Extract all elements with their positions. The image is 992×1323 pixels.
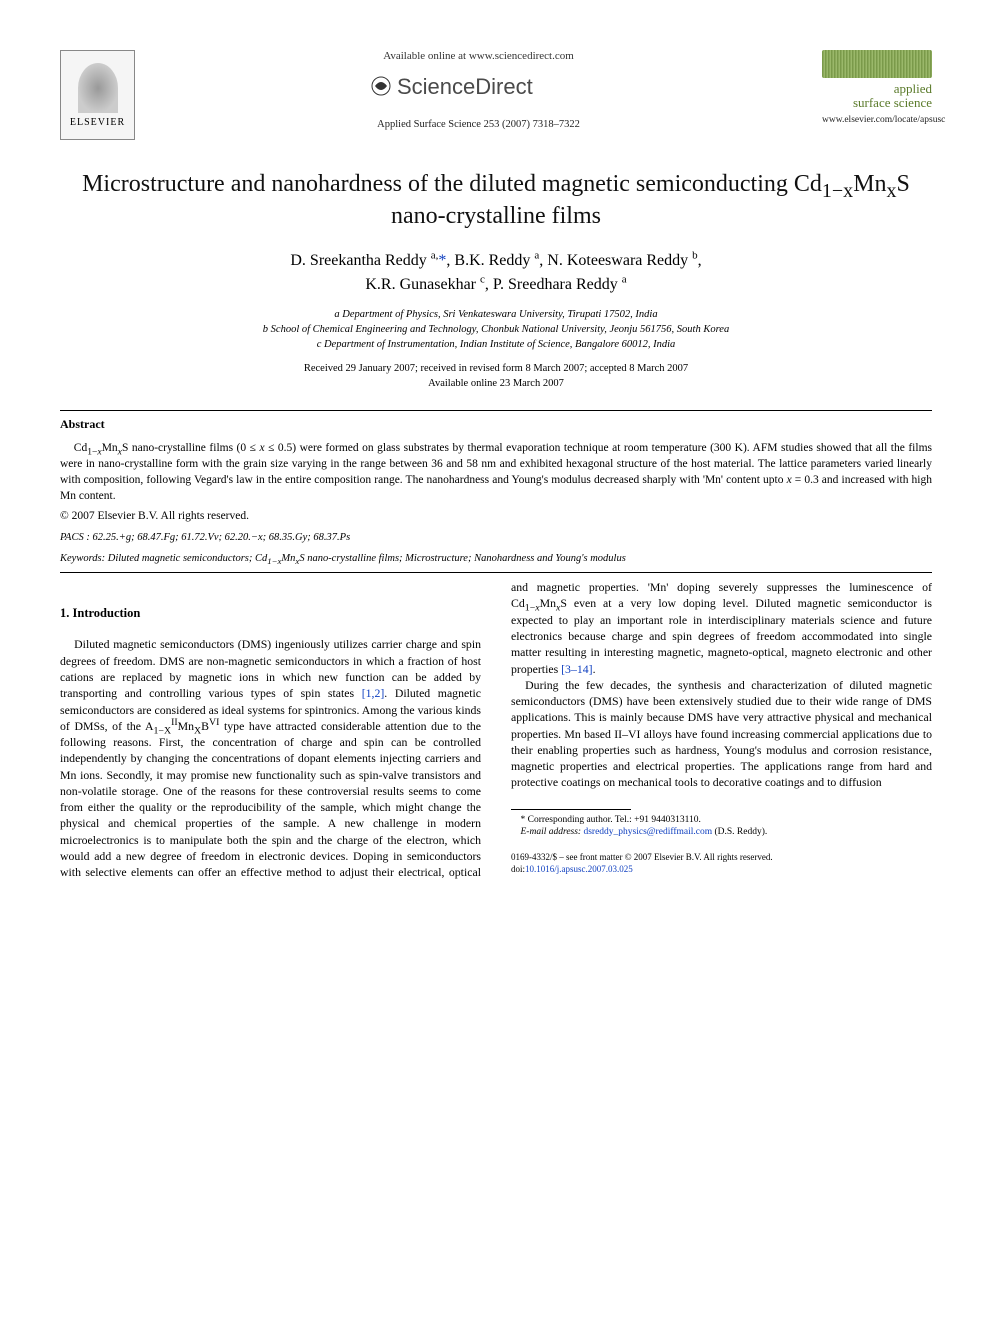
email-link[interactable]: dsreddy_physics@rediffmail.com bbox=[583, 827, 712, 837]
citation-line: Applied Surface Science 253 (2007) 7318–… bbox=[135, 119, 822, 130]
pacs-label: PACS : bbox=[60, 532, 90, 543]
journal-name-line2: surface science bbox=[822, 96, 932, 110]
doi-line: doi:10.1016/j.apsusc.2007.03.025 bbox=[511, 863, 932, 875]
email-label: E-mail address: bbox=[521, 827, 582, 837]
received-date: Received 29 January 2007; received in re… bbox=[60, 362, 932, 377]
doi-label: doi: bbox=[511, 864, 525, 874]
affiliation-c: c Department of Instrumentation, Indian … bbox=[60, 337, 932, 352]
journal-cover-gradient bbox=[822, 50, 932, 78]
available-online-text: Available online at www.sciencedirect.co… bbox=[135, 50, 822, 62]
elsevier-tree-icon bbox=[78, 63, 118, 113]
online-date: Available online 23 March 2007 bbox=[60, 377, 932, 392]
abstract-heading: Abstract bbox=[60, 417, 932, 432]
pacs-codes: 62.25.+g; 68.47.Fg; 61.72.Vv; 62.20.−x; … bbox=[92, 532, 350, 543]
journal-cover: applied surface science www.elsevier.com… bbox=[822, 50, 932, 130]
doi-link[interactable]: 10.1016/j.apsusc.2007.03.025 bbox=[525, 864, 633, 874]
title-mid1: Mn bbox=[853, 171, 886, 197]
email-line: E-mail address: dsreddy_physics@rediffma… bbox=[511, 826, 932, 839]
svg-text:ScienceDirect: ScienceDirect bbox=[397, 74, 533, 99]
intro-para-2: During the few decades, the synthesis an… bbox=[511, 677, 932, 791]
title-sub2: x bbox=[887, 180, 897, 202]
section-1-heading: 1. Introduction bbox=[60, 605, 481, 622]
abstract-copyright: © 2007 Elsevier B.V. All rights reserved… bbox=[60, 510, 932, 522]
abstract-section: Abstract Cd1−xMnxS nano-crystalline film… bbox=[60, 417, 932, 522]
divider-top bbox=[60, 410, 932, 411]
email-who: (D.S. Reddy). bbox=[714, 827, 767, 837]
journal-name-line1: applied bbox=[822, 82, 932, 96]
keywords-text: Diluted magnetic semiconductors; Cd1−xMn… bbox=[108, 553, 626, 564]
sciencedirect-logo: ScienceDirect bbox=[135, 68, 822, 109]
article-dates: Received 29 January 2007; received in re… bbox=[60, 362, 932, 391]
abstract-body: Cd1−xMnxS nano-crystalline films (0 ≤ x … bbox=[60, 440, 932, 504]
center-header: Available online at www.sciencedirect.co… bbox=[135, 50, 822, 130]
footnote-separator bbox=[511, 809, 631, 810]
elsevier-logo: ELSEVIER bbox=[60, 50, 135, 140]
front-matter-line1: 0169-4332/$ – see front matter © 2007 El… bbox=[511, 851, 932, 863]
title-sub1: 1−x bbox=[822, 180, 853, 202]
affiliation-a: a Department of Physics, Sri Venkateswar… bbox=[60, 307, 932, 322]
keywords-label: Keywords: bbox=[60, 553, 105, 564]
journal-url: www.elsevier.com/locate/apsusc bbox=[822, 115, 932, 125]
elsevier-label: ELSEVIER bbox=[70, 117, 125, 128]
introduction-section: 1. Introduction Diluted magnetic semicon… bbox=[60, 579, 932, 880]
keywords-line: Keywords: Diluted magnetic semiconductor… bbox=[60, 553, 932, 564]
corresponding-author: * Corresponding author. Tel.: +91 944031… bbox=[511, 814, 932, 827]
affiliations: a Department of Physics, Sri Venkateswar… bbox=[60, 307, 932, 353]
article-title: Microstructure and nanohardness of the d… bbox=[80, 168, 912, 233]
divider-bottom bbox=[60, 572, 932, 573]
pacs-line: PACS : 62.25.+g; 68.47.Fg; 61.72.Vv; 62.… bbox=[60, 532, 932, 543]
front-matter: 0169-4332/$ – see front matter © 2007 El… bbox=[511, 851, 932, 875]
authors-list: D. Sreekantha Reddy a,*, B.K. Reddy a, N… bbox=[60, 249, 932, 297]
intro-two-column: 1. Introduction Diluted magnetic semicon… bbox=[60, 579, 932, 880]
affiliation-b: b School of Chemical Engineering and Tec… bbox=[60, 322, 932, 337]
title-pre: Microstructure and nanohardness of the d… bbox=[82, 171, 822, 197]
footnote-block: * Corresponding author. Tel.: +91 944031… bbox=[511, 814, 932, 840]
journal-header: ELSEVIER Available online at www.science… bbox=[60, 50, 932, 140]
